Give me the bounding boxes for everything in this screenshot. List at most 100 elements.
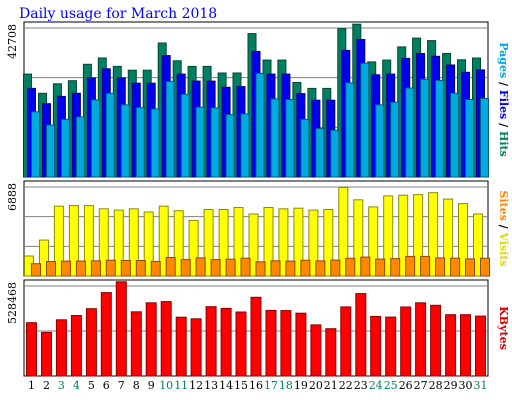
x-tick-day-11: 11 [174, 379, 188, 392]
bar-visits-day-3 [53, 205, 64, 277]
bar-pages-day-25 [390, 101, 400, 178]
bar-pages-day-5 [90, 99, 100, 178]
panel-hits-files-pages: 42708 Pages / Files / Hits [6, 21, 510, 178]
bar-visits-day-16 [248, 213, 259, 277]
x-tick-day-2: 2 [43, 379, 50, 392]
panel-visits-sites: 6888 Sites / Visits [6, 180, 510, 277]
bar-sites-day-11 [180, 259, 191, 277]
bar-visits-day-18 [278, 208, 289, 277]
x-tick-day-15: 15 [234, 379, 248, 392]
bar-kbytes-day-9 [145, 302, 157, 377]
x-tick-day-13: 13 [204, 379, 218, 392]
bar-sites-day-14 [225, 258, 236, 277]
bar-sites-day-3 [60, 260, 71, 277]
bar-pages-day-19 [300, 118, 310, 178]
x-tick-day-12: 12 [189, 379, 203, 392]
series-legend: Sites / Visits [497, 190, 510, 266]
bar-sites-day-28 [435, 257, 446, 277]
series-legend: KBytes [497, 306, 510, 350]
x-tick-day-8: 8 [133, 379, 140, 392]
bar-pages-day-28 [435, 79, 445, 178]
bar-sites-day-17 [270, 260, 281, 277]
x-tick-day-23: 23 [354, 379, 368, 392]
bar-sites-day-18 [285, 260, 296, 277]
bar-pages-day-17 [270, 98, 280, 178]
bar-sites-day-24 [375, 258, 386, 277]
bar-kbytes-day-18 [280, 310, 292, 377]
x-tick-day-26: 26 [399, 379, 413, 392]
bar-visits-day-28 [428, 192, 439, 277]
bar-sites-day-25 [390, 258, 401, 277]
legend-part: KBytes [497, 306, 510, 350]
x-tick-day-16: 16 [249, 379, 263, 392]
bar-pages-day-2 [46, 124, 55, 178]
y-max-label: 42708 [6, 24, 19, 59]
bar-kbytes-day-14 [220, 307, 232, 377]
bar-pages-day-14 [225, 114, 235, 178]
bar-kbytes-day-29 [445, 314, 457, 377]
bar-kbytes-day-23 [355, 293, 367, 377]
bar-sites-day-13 [210, 259, 221, 277]
bar-kbytes-day-8 [130, 311, 142, 377]
bar-visits-day-7 [113, 209, 124, 277]
bar-kbytes-day-22 [340, 306, 352, 377]
bar-sites-day-26 [405, 255, 416, 277]
bar-sites-day-5 [90, 260, 101, 277]
bar-kbytes-day-16 [250, 296, 262, 377]
bar-visits-day-6 [98, 208, 109, 277]
x-tick-day-10: 10 [159, 379, 173, 392]
x-tick-day-25: 25 [384, 379, 398, 392]
bar-visits-day-26 [398, 194, 409, 277]
bar-pages-day-13 [210, 107, 220, 178]
legend-part: / [497, 119, 510, 131]
bar-visits-day-5 [83, 205, 94, 277]
bar-kbytes-day-19 [295, 312, 307, 377]
bar-sites-day-4 [75, 260, 86, 277]
bar-pages-day-30 [465, 99, 474, 178]
x-tick-day-7: 7 [118, 379, 125, 392]
bar-visits-day-10 [158, 205, 169, 277]
bar-visits-day-9 [143, 211, 154, 277]
bar-visits-day-11 [173, 210, 184, 277]
legend-part: / [497, 78, 510, 90]
bar-visits-day-30 [458, 203, 468, 277]
bar-kbytes-day-7 [115, 281, 127, 377]
x-tick-day-5: 5 [88, 379, 95, 392]
bar-sites-day-31 [480, 257, 490, 277]
x-axis-labels: 1 2 3 4 5 6 7 8 9 10 11 12 13 14 15 16 17 18 19 20 21 22 23 24 2… [28, 379, 488, 392]
bar-sites-day-16 [255, 261, 266, 277]
x-tick-day-1: 1 [28, 379, 35, 392]
bar-visits-day-12 [188, 219, 199, 277]
x-tick-day-29: 29 [444, 379, 458, 392]
x-tick-day-21: 21 [324, 379, 338, 392]
bar-visits-day-21 [323, 209, 334, 277]
bar-visits-day-8 [128, 208, 139, 277]
bar-pages-day-26 [405, 87, 415, 178]
bar-pages-day-23 [360, 62, 370, 178]
bar-pages-day-22 [345, 82, 355, 178]
bar-pages-day-6 [105, 92, 115, 178]
bar-kbytes-day-26 [400, 306, 412, 377]
bar-kbytes-day-1 [26, 322, 37, 377]
x-tick-day-3: 3 [58, 379, 65, 392]
bar-sites-day-1 [31, 263, 41, 277]
bar-pages-day-27 [420, 78, 430, 178]
bar-kbytes-day-24 [370, 315, 382, 377]
bar-visits-day-29 [443, 198, 454, 277]
bar-pages-day-4 [75, 116, 85, 178]
bar-kbytes-day-11 [175, 316, 187, 377]
bar-pages-day-1 [31, 111, 40, 178]
x-tick-day-6: 6 [103, 379, 110, 392]
bar-kbytes-day-4 [70, 315, 82, 377]
legend-part: Files [497, 90, 510, 119]
bar-sites-day-9 [150, 260, 161, 277]
bar-sites-day-6 [105, 259, 116, 277]
bar-pages-day-15 [240, 113, 250, 178]
bar-kbytes-day-5 [85, 308, 97, 377]
bar-visits-day-13 [203, 209, 214, 277]
x-tick-day-9: 9 [148, 379, 155, 392]
x-tick-day-28: 28 [429, 379, 443, 392]
x-tick-day-22: 22 [339, 379, 353, 392]
x-tick-day-4: 4 [73, 379, 80, 392]
bar-pages-day-20 [315, 128, 325, 178]
